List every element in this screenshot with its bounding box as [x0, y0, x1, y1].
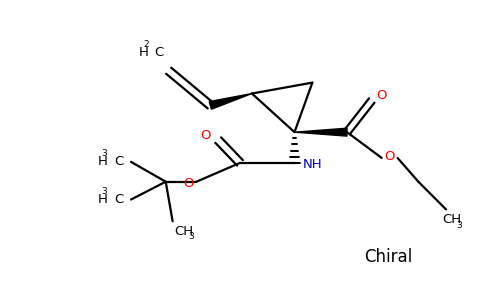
Text: C: C	[154, 46, 164, 59]
Text: O: O	[377, 89, 387, 102]
Text: C: C	[115, 193, 124, 206]
Text: Chiral: Chiral	[364, 248, 413, 266]
Text: 3: 3	[102, 187, 107, 196]
Text: H: H	[97, 155, 107, 168]
Text: 3: 3	[456, 221, 462, 230]
Text: H: H	[139, 46, 149, 59]
Text: CH: CH	[442, 213, 461, 226]
Text: 2: 2	[143, 40, 149, 50]
Polygon shape	[209, 94, 252, 109]
Polygon shape	[294, 128, 347, 136]
Text: O: O	[384, 150, 395, 164]
Text: 3: 3	[188, 232, 194, 241]
Text: 3: 3	[102, 149, 107, 158]
Text: CH: CH	[175, 225, 194, 238]
Text: H: H	[97, 193, 107, 206]
Text: O: O	[200, 129, 211, 142]
Text: NH: NH	[302, 158, 322, 171]
Text: O: O	[183, 177, 194, 190]
Text: C: C	[115, 155, 124, 168]
